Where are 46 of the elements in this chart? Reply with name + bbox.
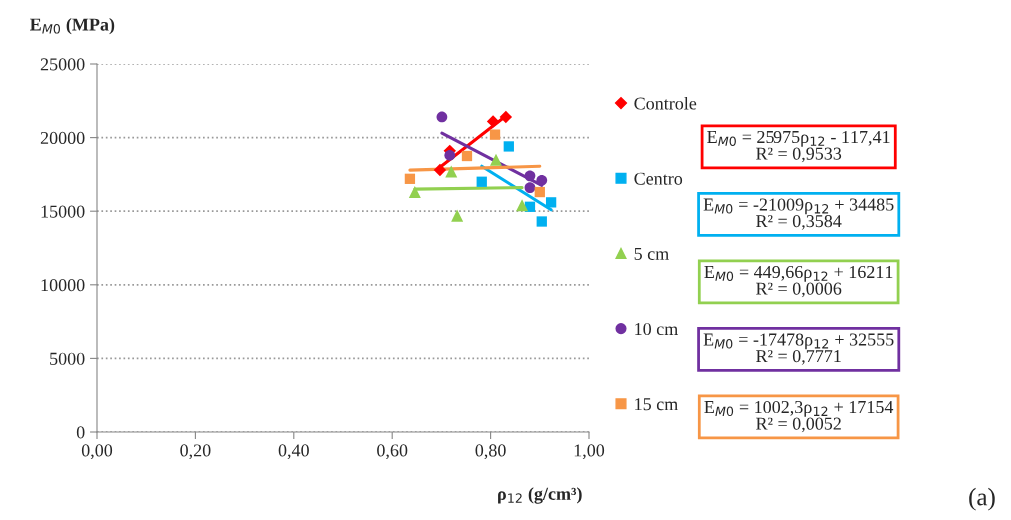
- x-axis-title: ρ$_{12}$ (g/cm³): [498, 487, 582, 504]
- legend-label: Controle: [634, 96, 697, 110]
- point: [536, 216, 547, 227]
- point: [545, 197, 557, 208]
- point: [503, 141, 514, 152]
- y-tick-label: 10000: [41, 279, 85, 292]
- point: [490, 153, 503, 166]
- point: [486, 115, 500, 128]
- y-tick-label: 5000: [50, 352, 85, 365]
- x-tick-label: 0,20: [180, 444, 211, 460]
- text: E$_{M0}$ = -21009ρ$_{12}$ + 34485 R² = 0,3584: [703, 198, 894, 230]
- x-tick-label: 0,60: [377, 444, 408, 460]
- text: (a): [969, 487, 995, 511]
- point: [524, 170, 536, 182]
- text: E$_{M0}$ = 449,66ρ$_{12}$ + 16211 R² = 0,0006: [704, 265, 893, 298]
- point: [461, 150, 473, 162]
- point: [499, 110, 513, 124]
- y-axis-title: E$_{M0}$ (MPa): [30, 17, 115, 35]
- legend-label: 10 cm: [635, 322, 678, 336]
- text: E$_{M0}$ = 25975ρ$_{12}$ - 117,41 R² = 0,9533: [707, 130, 890, 163]
- point: [489, 129, 501, 140]
- x-tick-label: 0,80: [475, 444, 506, 460]
- y-tick-label: 25000: [40, 58, 85, 71]
- point: [536, 174, 548, 186]
- point: [476, 176, 487, 187]
- point: [433, 163, 447, 177]
- point: [534, 186, 545, 198]
- x-tick-label: 0,40: [278, 444, 309, 460]
- point: [436, 111, 448, 123]
- point: [444, 149, 456, 161]
- y-tick-label: 0: [76, 426, 85, 439]
- y-tick-label: 20000: [40, 131, 85, 145]
- legend-label: 15 cm: [635, 398, 678, 411]
- text: E$_{M0}$ = 1002,3ρ$_{12}$ + 17154 R² = 0,0052: [704, 400, 894, 433]
- point: [445, 165, 458, 178]
- legend-label: 5 cm: [634, 247, 669, 260]
- point: [451, 209, 464, 222]
- x-tick-label: 1,00: [574, 444, 605, 460]
- legend-label: Centro: [634, 172, 683, 185]
- point: [516, 199, 529, 212]
- point: [404, 173, 416, 184]
- x-tick-label: 0,00: [81, 444, 113, 460]
- point: [408, 186, 421, 199]
- text: E$_{M0}$ = -17478ρ$_{12}$ + 32555 R² = 0,7771: [703, 333, 894, 365]
- y-tick-label: 15000: [41, 205, 85, 218]
- point: [524, 182, 536, 194]
